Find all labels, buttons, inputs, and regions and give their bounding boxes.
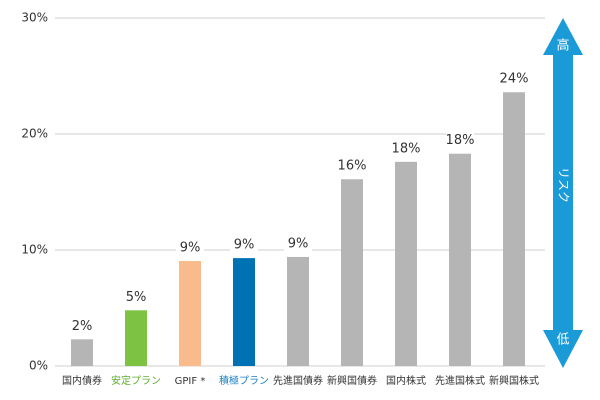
value-label: 16% [338, 159, 367, 174]
value-label-bg [230, 236, 258, 253]
x-tick-label: 先進国債券 [273, 374, 323, 387]
y-tick-label: 0% [29, 359, 48, 373]
risk-low: 低 [556, 333, 569, 348]
value-label: 24% [500, 72, 529, 87]
risk-label: リスク [557, 167, 571, 203]
x-tick-label: 先進国株式 [435, 374, 485, 387]
x-tick-label: 国内株式 [386, 374, 426, 387]
value-label: 9% [234, 238, 255, 253]
x-tick-label: 新興国債券 [327, 374, 377, 387]
value-label-bg [338, 157, 366, 174]
risk-arrow [543, 18, 583, 368]
bar [71, 339, 93, 366]
bar [341, 179, 363, 366]
x-tick-label: GPIF * [175, 376, 206, 387]
value-label-bg [392, 139, 420, 156]
x-tick-label: 積極プラン [219, 374, 269, 387]
value-label-bg [284, 234, 312, 251]
bar [395, 161, 417, 366]
y-tick-label: 10% [21, 243, 48, 257]
value-label: 9% [288, 236, 309, 251]
value-label-bg [176, 239, 204, 256]
bar [179, 261, 201, 366]
x-tick-label: 新興国株式 [489, 374, 539, 387]
risk-high: 高 [556, 38, 569, 54]
bar [287, 256, 309, 366]
x-tick-label: 国内債券 [62, 374, 102, 387]
value-label-bg [446, 131, 474, 148]
bar [503, 92, 525, 367]
value-label-bg [68, 317, 96, 334]
value-label: 18% [446, 133, 475, 148]
bar [449, 153, 471, 366]
value-label: 9% [180, 241, 201, 256]
y-tick-label: 20% [21, 127, 48, 141]
bar [125, 310, 147, 366]
value-label: 5% [126, 290, 147, 305]
x-tick-label: 安定プラン [111, 374, 161, 387]
y-tick-label: 30% [21, 11, 48, 25]
value-label: 2% [72, 319, 93, 334]
bar [233, 258, 255, 366]
value-label: 18% [392, 141, 421, 156]
value-label-bg [122, 288, 150, 305]
value-label-bg [500, 70, 528, 87]
